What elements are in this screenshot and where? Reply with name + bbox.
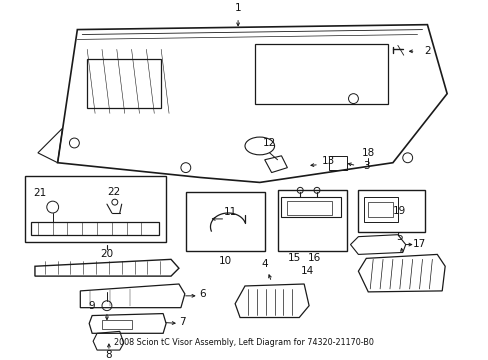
Text: 12: 12 — [263, 138, 276, 148]
Text: 20: 20 — [100, 249, 113, 260]
Text: 17: 17 — [412, 239, 425, 248]
Bar — [102, 320, 131, 329]
Text: 10: 10 — [218, 256, 231, 266]
Text: 5: 5 — [396, 232, 402, 242]
Bar — [25, 176, 166, 242]
Bar — [277, 190, 346, 251]
Text: 9: 9 — [89, 301, 95, 311]
Text: 18: 18 — [361, 148, 374, 158]
Text: 16: 16 — [307, 253, 320, 264]
Text: 1: 1 — [234, 3, 241, 13]
Text: 6: 6 — [199, 289, 205, 299]
Text: 11: 11 — [223, 207, 236, 217]
Text: 3: 3 — [362, 161, 369, 171]
Text: 7: 7 — [179, 318, 186, 328]
Text: 22: 22 — [107, 187, 120, 197]
Text: 2: 2 — [423, 46, 430, 56]
Text: 19: 19 — [392, 206, 406, 216]
Bar — [185, 192, 264, 251]
Bar — [287, 201, 331, 215]
Text: 2008 Scion tC Visor Assembly, Left Diagram for 74320-21170-B0: 2008 Scion tC Visor Assembly, Left Diagr… — [114, 338, 373, 347]
Text: 15: 15 — [287, 253, 300, 264]
Text: 13: 13 — [322, 156, 335, 166]
Text: 4: 4 — [261, 259, 267, 269]
Bar — [358, 190, 425, 232]
Text: 21: 21 — [33, 188, 46, 198]
Text: 14: 14 — [300, 266, 313, 276]
Text: 8: 8 — [105, 350, 112, 360]
